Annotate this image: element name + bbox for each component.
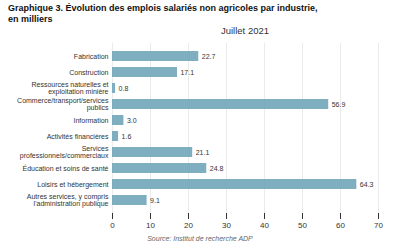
svg-text:Activités financières: Activités financières — [47, 133, 109, 140]
svg-text:Loisirs et hébergement: Loisirs et hébergement — [37, 181, 108, 189]
svg-text:Information: Information — [73, 117, 108, 124]
html-text:Juillet 2021: Juillet 2021 — [221, 25, 269, 36]
svg-text:40: 40 — [260, 221, 269, 230]
svg-text:Éducation et soins de santé: Éducation et soins de santé — [22, 164, 108, 172]
svg-text:56.9: 56.9 — [332, 101, 346, 108]
svg-text:Fabrication: Fabrication — [74, 53, 109, 60]
svg-text:1.6: 1.6 — [122, 133, 132, 140]
svg-text:9.1: 9.1 — [150, 197, 160, 204]
svg-text:Construction: Construction — [69, 69, 108, 76]
svg-text:70: 70 — [374, 221, 383, 230]
svg-text:Servicesprofessionnels/commerc: Servicesprofessionnels/commerciaux — [20, 145, 109, 160]
svg-text:64.3: 64.3 — [360, 181, 374, 188]
svg-text:Autres services, y comprisl'ad: Autres services, y comprisl'administrati… — [27, 193, 109, 208]
svg-text:20: 20 — [184, 221, 193, 230]
html-text:Source: Institut de recherche: Source: Institut de recherche ADP — [147, 235, 253, 242]
html-text:Graphique 3. Évolution des emp: Graphique 3. Évolution des emplois salar… — [8, 3, 318, 24]
svg-text:30: 30 — [222, 221, 231, 230]
svg-text:60: 60 — [336, 221, 345, 230]
svg-text:10: 10 — [146, 221, 155, 230]
svg-text:3.0: 3.0 — [127, 117, 137, 124]
svg-text:22.7: 22.7 — [202, 53, 216, 60]
svg-text:17.1: 17.1 — [180, 69, 194, 76]
svg-text:50: 50 — [298, 221, 307, 230]
svg-text:0.8: 0.8 — [119, 85, 129, 92]
svg-text:0: 0 — [110, 221, 115, 230]
svg-text:21.1: 21.1 — [196, 149, 210, 156]
svg-text:Ressources naturelles etexploi: Ressources naturelles etexploitation min… — [31, 81, 108, 96]
svg-text:24.8: 24.8 — [210, 165, 224, 172]
svg-text:Commerce/transport/servicespub: Commerce/transport/servicespublics — [17, 97, 109, 112]
